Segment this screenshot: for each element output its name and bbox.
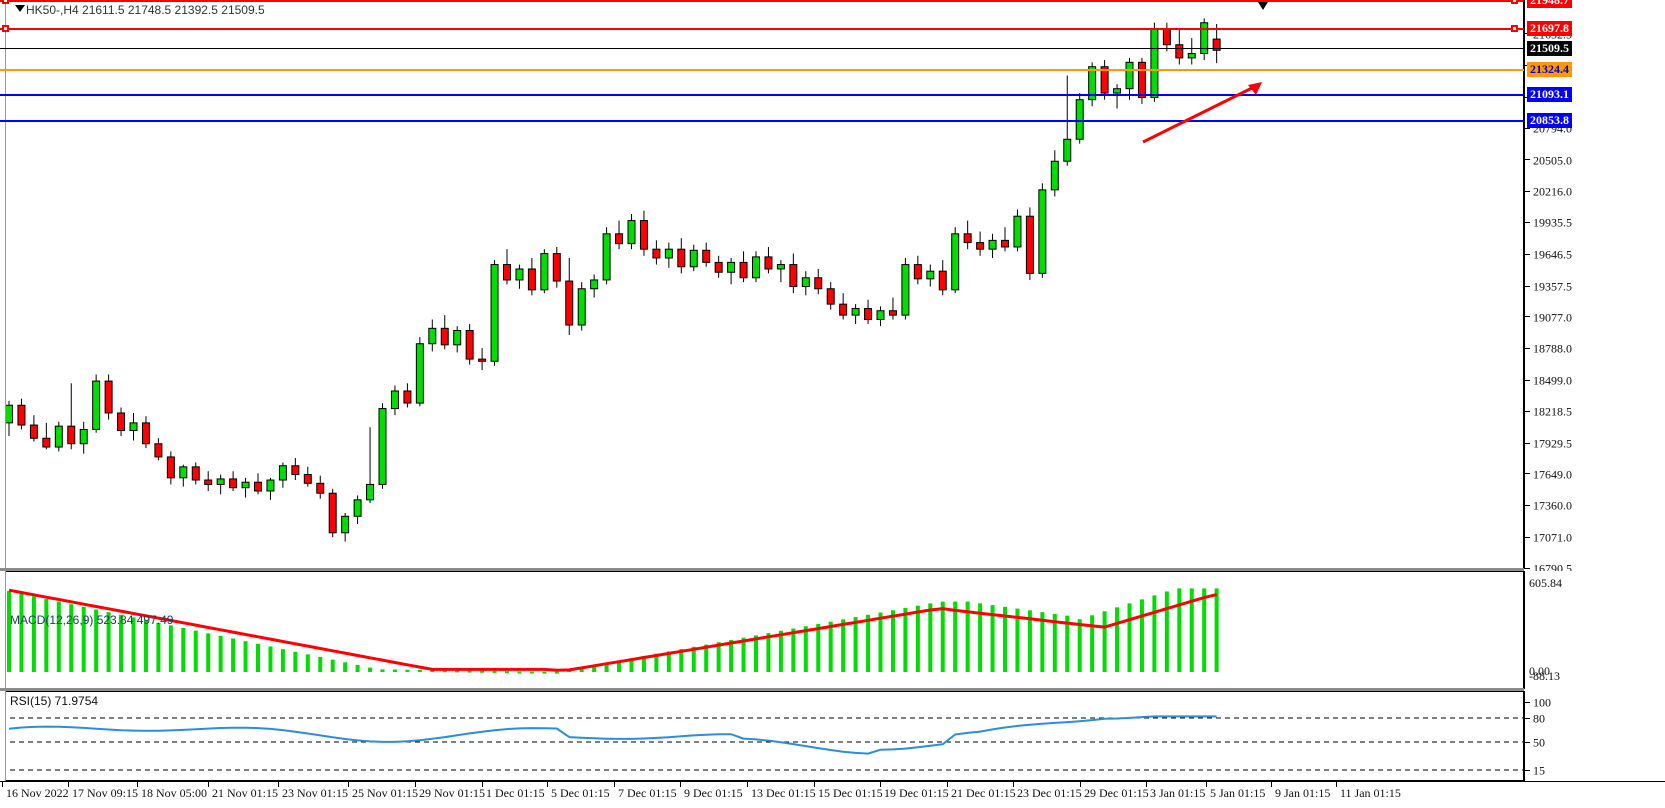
time-axis-label: 5 Jan 01:15 [1210,786,1266,800]
time-axis-label: 9 Jan 01:15 [1275,786,1331,800]
price-level-support-1[interactable] [0,94,1524,97]
rsi-label: RSI(15) 71.9754 [10,694,99,708]
time-axis-tick [1271,782,1272,787]
macd-axis[interactable]: 605.84 0.00 -88.13 [1524,571,1665,689]
time-axis-label: 1 Dec 01:15 [486,786,545,800]
time-axis-label: 15 Dec 01:15 [818,786,883,800]
macd-axis-tick: -88.13 [1529,669,1560,683]
time-axis-tick [68,782,69,787]
time-axis-label: 3 Jan 01:15 [1150,786,1206,800]
crosshair-top-marker-icon [1258,2,1268,10]
rsi-axis[interactable]: 100 80 50 15 [1524,691,1665,781]
time-axis-tick [747,782,748,787]
time-axis-tick [348,782,349,787]
rsi-series [1,715,1523,771]
price-tag-pivot[interactable]: 21509.5 [1527,41,1572,57]
price-chart-panel[interactable] [0,0,1524,569]
time-axis-tick [1080,782,1081,787]
price-axis[interactable]: 21948.7 21697.8 21509.5 21324.4 21093.1 20853… [1524,0,1665,574]
price-axis-tick: 19077.0 [1525,310,1572,323]
time-axis-tick [880,782,881,787]
macd-rsi-divider[interactable] [0,688,1524,691]
time-axis-tick [137,782,138,787]
time-axis-label: 23 Dec 01:15 [1017,786,1082,800]
price-axis-tick: 19357.5 [1525,279,1572,292]
time-axis[interactable]: 16 Nov 2022 17 Nov 09:15 18 Nov 05:00 21 No… [0,781,1665,808]
time-axis-label: 5 Dec 01:15 [551,786,610,800]
price-level-support-2[interactable] [0,120,1524,123]
rsi-axis-tick: 50 [1525,735,1545,748]
price-axis-tick: 17071.0 [1525,530,1572,543]
time-axis-tick [947,782,948,787]
time-axis-label: 9 Dec 01:15 [684,786,743,800]
macd-label: MACD(12,26,9) 523.84 497.49 [10,613,174,627]
time-axis-tick [1146,782,1147,787]
price-level-pivot[interactable] [0,48,1524,50]
time-axis-label: 25 Nov 01:15 [352,786,418,800]
time-axis-label: 18 Nov 05:00 [141,786,207,800]
price-axis-tick: 19935.5 [1525,215,1572,229]
time-axis-label: 21 Nov 01:15 [212,786,278,800]
time-axis-tick [1206,782,1207,787]
price-level-resistance-2[interactable] [0,0,1524,2]
time-axis-label: 29 Dec 01:15 [1084,786,1149,800]
price-tag-resistance-2[interactable]: 21948.7 [1527,0,1572,8]
price-level-handle[interactable] [1511,0,1518,4]
time-axis-tick [547,782,548,787]
time-axis-label: 7 Dec 01:15 [618,786,677,800]
rsi-panel[interactable] [0,691,1524,781]
time-axis-label: 16 Nov 2022 [6,786,69,800]
macd-series [7,588,1219,674]
time-axis-tick [680,782,681,787]
price-level-handle[interactable] [2,24,9,32]
price-axis-tick: 18788.0 [1525,341,1572,355]
price-axis-tick: 17649.0 [1525,467,1572,480]
time-axis-label: 17 Nov 09:15 [72,786,138,800]
time-axis-label: 21 Dec 01:15 [951,786,1016,800]
candlestick-series [5,18,1221,542]
time-axis-label: 19 Dec 01:15 [884,786,949,800]
time-axis-tick [278,782,279,787]
price-tag-resistance-1[interactable]: 21697.8 [1527,20,1572,36]
time-axis-label: 29 Nov 01:15 [419,786,485,800]
price-level-mid-level[interactable] [0,68,1524,71]
chart-title: HK50-,H4 21611.5 21748.5 21392.5 21509.5 [26,3,265,17]
time-axis-tick [2,782,3,787]
price-level-resistance-1[interactable] [0,27,1524,30]
time-axis-label: 23 Nov 01:15 [282,786,348,800]
macd-panel[interactable] [0,571,1524,689]
price-axis-tick: 17360.0 [1525,498,1572,512]
price-tag-mid-level[interactable]: 21324.4 [1527,61,1572,77]
time-axis-tick [614,782,615,787]
collapse-triangle-icon[interactable] [15,5,25,12]
time-axis-tick [814,782,815,787]
price-level-handle[interactable] [1511,24,1518,32]
macd-axis-tick: 605.84 [1529,576,1562,590]
price-tag-support-1[interactable]: 21093.1 [1527,87,1572,103]
price-axis-tick: 18218.5 [1525,404,1572,417]
rsi-axis-tick: 15 [1525,763,1545,776]
time-axis-label: 13 Dec 01:15 [751,786,816,800]
price-axis-tick: 17929.5 [1525,436,1572,449]
time-axis-label: 11 Jan 01:15 [1340,786,1401,800]
macd-axis-tick: 0.00 [1529,664,1550,678]
macd-panel-grab-handle[interactable] [0,571,6,689]
price-axis-tick: 18499.0 [1525,373,1572,386]
price-axis-tick: 20216.0 [1525,184,1572,198]
rsi-axis-tick: 80 [1525,711,1545,724]
time-axis-tick [208,782,209,787]
price-level-handle[interactable] [2,0,9,4]
price-axis-tick: 20505.0 [1525,153,1572,166]
price-panel-grab-handle[interactable] [0,0,6,569]
time-axis-tick [482,782,483,787]
rsi-axis-tick: 100 [1525,695,1551,708]
price-macd-divider[interactable] [0,568,1524,571]
rsi-panel-grab-handle[interactable] [0,691,6,781]
price-tag-support-2[interactable]: 20853.8 [1527,113,1572,129]
time-axis-tick [1336,782,1337,787]
time-axis-tick [415,782,416,787]
price-axis-tick: 19646.5 [1525,247,1572,260]
time-axis-tick [1013,782,1014,787]
